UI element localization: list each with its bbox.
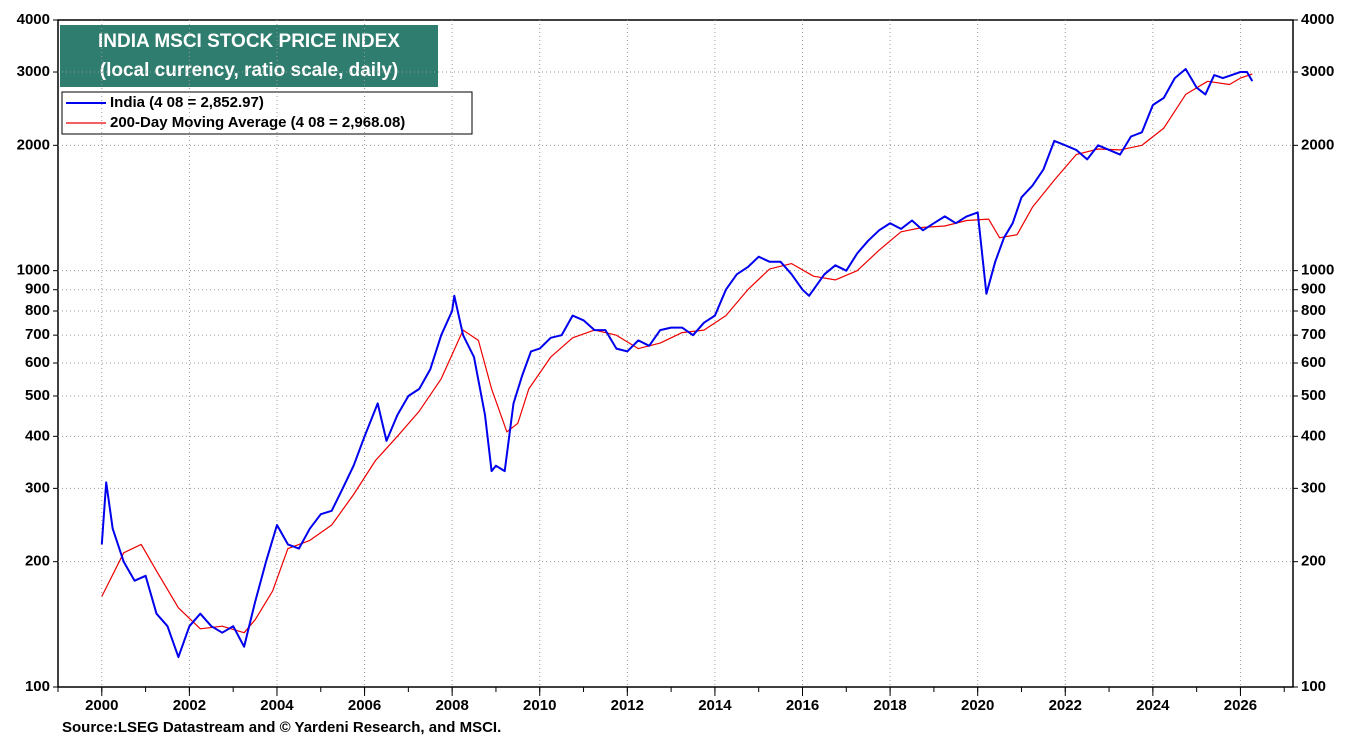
y2-tick-label: 200 — [1301, 553, 1326, 570]
y-tick-label: 800 — [25, 302, 50, 319]
x-tick-label: 2010 — [523, 697, 556, 714]
title-box — [60, 25, 438, 87]
x-tick-label: 2024 — [1136, 697, 1170, 714]
y-tick-label: 2000 — [17, 136, 50, 153]
plot-frame — [57, 19, 1294, 688]
x-tick-label: 2002 — [173, 697, 206, 714]
chart-title: INDIA MSCI STOCK PRICE INDEX — [98, 31, 400, 52]
series-line — [100, 68, 1254, 659]
chart-subtitle: (local currency, ratio scale, daily) — [100, 60, 399, 81]
x-tick-label: 2012 — [611, 697, 644, 714]
legend-label: India (4 08 = 2,852.97) — [110, 94, 264, 111]
x-tick-label: 2018 — [873, 697, 906, 714]
y2-tick-label: 3000 — [1301, 63, 1334, 80]
y-tick-label: 1000 — [17, 262, 50, 279]
y-tick-label: 700 — [25, 326, 50, 343]
y-tick-label: 100 — [25, 678, 50, 695]
y2-tick-label: 1000 — [1301, 262, 1334, 279]
y2-tick-label: 300 — [1301, 479, 1326, 496]
y-tick-label: 900 — [25, 281, 50, 298]
y-tick-label: 300 — [25, 479, 50, 496]
y2-tick-label: 900 — [1301, 281, 1326, 298]
x-tick-label: 2014 — [698, 697, 732, 714]
x-tick-label: 2008 — [435, 697, 468, 714]
y-tick-label: 400 — [25, 427, 50, 444]
y2-tick-label: 500 — [1301, 387, 1326, 404]
legend-box — [61, 91, 473, 135]
y-tick-label: 500 — [25, 387, 50, 404]
legend-label: 200-Day Moving Average (4 08 = 2,968.08) — [110, 114, 405, 131]
y2-tick-label: 4000 — [1301, 11, 1334, 28]
y2-tick-label: 600 — [1301, 354, 1326, 371]
x-tick-label: 2016 — [786, 697, 819, 714]
x-tick-label: 2004 — [260, 697, 294, 714]
series-line — [101, 73, 1253, 634]
y2-tick-label: 2000 — [1301, 136, 1334, 153]
x-tick-label: 2026 — [1224, 697, 1257, 714]
y-tick-label: 600 — [25, 354, 50, 371]
y-tick-label: 4000 — [17, 11, 50, 28]
x-tick-label: 2006 — [348, 697, 381, 714]
x-tick-label: 2022 — [1049, 697, 1082, 714]
source-note: Source:LSEG Datastream and © Yardeni Res… — [62, 719, 501, 736]
x-tick-label: 2000 — [85, 697, 118, 714]
x-tick-label: 2020 — [961, 697, 994, 714]
y2-tick-label: 100 — [1301, 678, 1326, 695]
y-tick-label: 200 — [25, 553, 50, 570]
y2-tick-label: 400 — [1301, 427, 1326, 444]
y2-tick-label: 800 — [1301, 302, 1326, 319]
y2-tick-label: 700 — [1301, 326, 1326, 343]
y-tick-label: 3000 — [17, 63, 50, 80]
